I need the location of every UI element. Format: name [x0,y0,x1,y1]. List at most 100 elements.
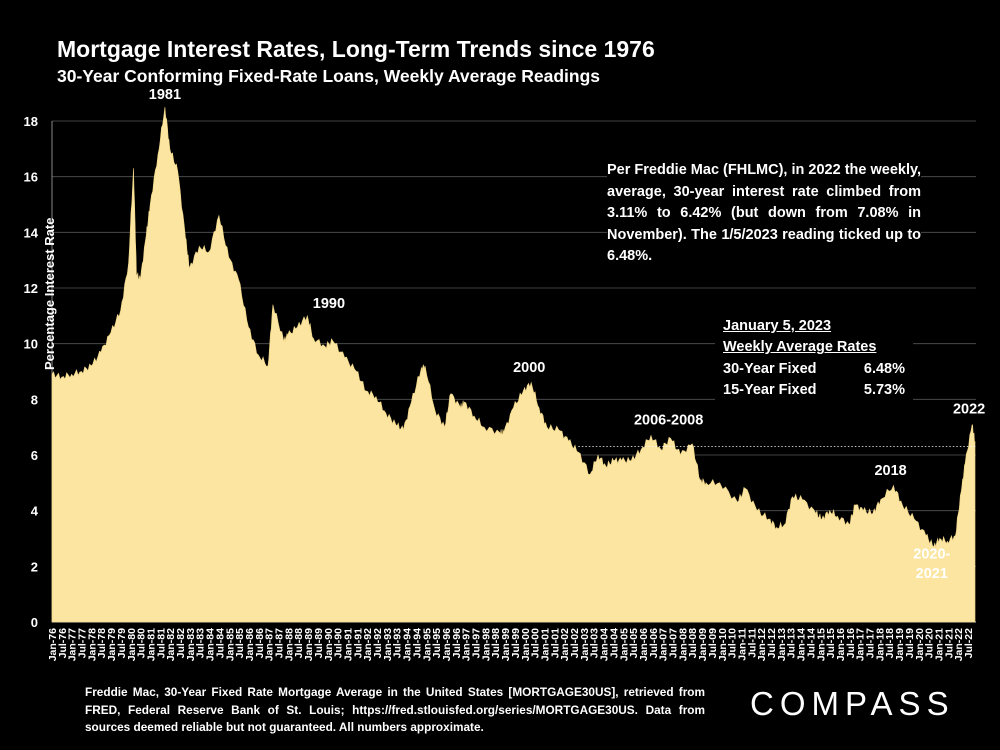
x-tick-label: Jan-92 [362,628,374,661]
x-tick-label: Jul-08 [687,628,699,659]
source-footnote: Freddie Mac, 30-Year Fixed Rate Mortgage… [85,685,705,734]
x-tick-label: Jul-83 [195,628,207,659]
x-tick-label: Jan-19 [894,628,906,661]
annotation-label: 2020- [913,546,950,562]
x-tick-label: Jul-17 [865,628,877,659]
x-tick-label: Jan-17 [855,628,867,661]
x-tick-label: Jan-00 [520,628,532,661]
x-tick-label: Jan-78 [86,628,98,661]
annotation-label: 2018 [874,463,906,479]
rate-label: 15-Year Fixed [723,381,817,398]
x-tick-label: Jul-04 [608,628,620,659]
annotations: 1981 1990 2000 2006-2008 2018 2022 2020- 2021 [149,87,985,582]
x-tick-label: Jan-13 [776,628,788,661]
x-tick-label: Jul-97 [471,628,483,659]
x-tick-label: Jan-18 [874,628,886,661]
x-tick-label: Jul-07 [668,628,680,659]
x-tick-label: Jul-10 [727,628,739,659]
x-tick-label: Jan-20 [914,628,926,661]
x-tick-label: Jan-16 [835,628,847,661]
x-tick-label: Jul-76 [57,628,69,659]
x-tick-label: Jan-97 [461,628,473,661]
x-tick-label: Jul-21 [943,628,955,659]
y-tick-label: 12 [24,281,38,296]
x-tick-label: Jul-91 [352,628,364,659]
annotation-label: 2022 [953,402,985,418]
x-tick-label: Jul-84 [214,628,226,659]
x-tick-label: Jan-03 [579,628,591,661]
area-series [51,107,976,623]
x-tick-label: Jul-22 [963,628,975,659]
x-tick-label: Jul-03 [589,628,601,659]
y-tick-label: 2 [31,559,38,574]
y-tick-label: 4 [31,504,39,519]
x-tick-label: Jul-93 [392,628,404,659]
x-tick-label: Jul-92 [372,628,384,659]
x-tick-label: Jan-01 [540,628,552,661]
rates-box-heading: January 5, 2023 [723,318,832,334]
rate-label: 30-Year Fixed [723,360,817,377]
x-tick-label: Jul-94 [411,628,423,659]
x-tick-label: Jul-81 [155,628,167,659]
x-tick-label: Jul-87 [274,628,286,659]
x-tick-label: Jan-86 [244,628,256,661]
x-tick-label: Jan-77 [67,628,79,661]
rate-row-15yr: 15-Year Fixed 5.73% [723,380,905,401]
x-tick-label: Jul-79 [116,628,128,659]
rates-box-subheading: Weekly Average Rates [723,339,877,356]
x-tick-label: Jul-09 [707,628,719,659]
x-tick-label: Jan-98 [480,628,492,661]
x-tick-label: Jul-19 [904,628,916,659]
x-tick-label: Jul-88 [293,628,305,659]
x-tick-label: Jul-14 [805,628,817,659]
x-tick-label: Jan-88 [283,628,295,661]
x-tick-label: Jan-99 [500,628,512,661]
x-tick-label: Jan-02 [559,628,571,661]
x-tick-label: Jan-76 [47,628,59,661]
x-tick-label: Jul-18 [884,628,896,659]
x-tick-label: Jan-08 [677,628,689,661]
x-tick-label: Jan-12 [756,628,768,661]
x-tick-label: Jul-96 [451,628,463,659]
y-tick-label: 6 [31,448,38,463]
x-tick-label: Jul-82 [175,628,187,659]
x-tick-label: Jan-14 [796,628,808,661]
x-tick-label: Jan-10 [717,628,729,661]
x-tick-label: Jan-80 [126,628,138,661]
x-tick-label: Jul-02 [569,628,581,659]
x-tick-label: Jul-16 [845,628,857,659]
x-tick-label: Jul-05 [628,628,640,659]
annotation-label: 2021 [916,566,948,582]
x-tick-label: Jan-07 [658,628,670,661]
x-tick-label: Jan-85 [224,628,236,661]
y-tick-label: 18 [24,114,38,129]
y-axis-ticks: 0 2 4 6 8 10 12 14 16 18 [24,114,39,630]
rates-box: January 5, 2023 Weekly Average Rates 30-… [715,316,913,402]
x-tick-label: Jul-95 [431,628,443,659]
x-tick-label: Jul-80 [136,628,148,659]
x-tick-label: Jan-83 [185,628,197,661]
x-tick-label: Jan-05 [618,628,630,661]
rate-value: 5.73% [863,381,905,398]
rate-value: 6.48% [863,360,905,377]
x-tick-label: Jan-04 [599,628,611,661]
x-tick-label: Jul-86 [254,628,266,659]
x-tick-label: Jul-77 [77,628,89,659]
y-tick-label: 10 [24,337,38,352]
x-axis-ticks: Jan-76Jul-76Jan-77Jul-77Jan-78Jul-78Jan-… [47,628,975,661]
x-tick-label: Jan-96 [441,628,453,661]
chart-title: Mortgage Interest Rates, Long-Term Trend… [57,36,655,62]
x-tick-label: Jan-82 [165,628,177,661]
compass-logo: COMPASS [750,685,955,722]
x-tick-label: Jan-94 [402,628,414,661]
y-tick-label: 16 [24,170,38,185]
x-tick-label: Jul-98 [490,628,502,659]
x-tick-label: Jan-89 [303,628,315,661]
x-tick-label: Jan-95 [421,628,433,661]
x-tick-label: Jul-89 [313,628,325,659]
x-tick-label: Jan-81 [146,628,158,661]
x-tick-label: Jul-15 [825,628,837,659]
x-tick-label: Jul-90 [333,628,345,659]
x-tick-label: Jul-06 [648,628,660,659]
x-tick-label: Jan-79 [106,628,118,661]
